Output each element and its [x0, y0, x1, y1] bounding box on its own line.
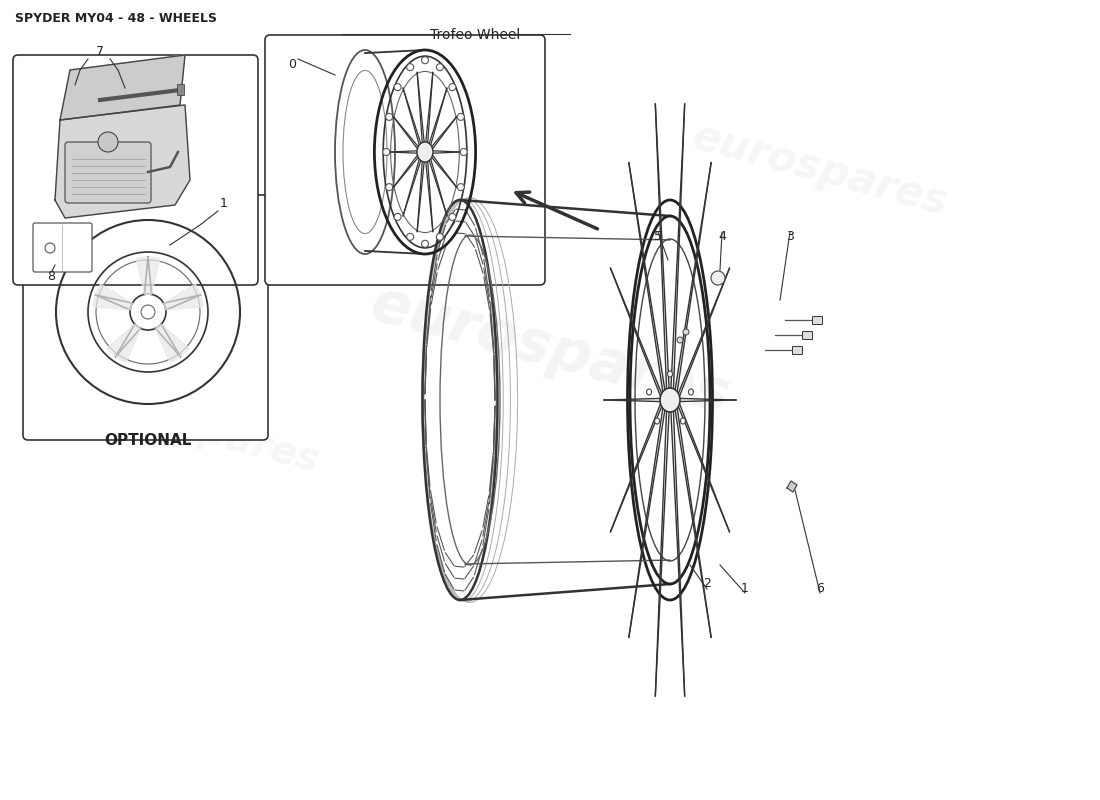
Circle shape: [383, 149, 389, 155]
Circle shape: [407, 234, 414, 240]
Polygon shape: [136, 257, 160, 294]
Circle shape: [407, 64, 414, 70]
Ellipse shape: [681, 418, 685, 424]
FancyBboxPatch shape: [803, 331, 813, 339]
Polygon shape: [155, 324, 189, 362]
FancyBboxPatch shape: [13, 55, 258, 285]
Circle shape: [449, 83, 455, 90]
Text: 8: 8: [47, 270, 55, 283]
Circle shape: [421, 240, 429, 247]
Ellipse shape: [689, 389, 693, 395]
Text: 2: 2: [703, 577, 711, 590]
Polygon shape: [164, 284, 202, 310]
Polygon shape: [55, 105, 190, 218]
Polygon shape: [107, 324, 141, 362]
Polygon shape: [60, 55, 185, 120]
Text: 6: 6: [816, 582, 824, 595]
Text: SPYDER MY04 - 48 - WHEELS: SPYDER MY04 - 48 - WHEELS: [15, 12, 217, 25]
Circle shape: [683, 329, 689, 335]
Circle shape: [460, 149, 467, 155]
Text: eurospares: eurospares: [364, 274, 736, 426]
FancyBboxPatch shape: [813, 317, 823, 325]
Circle shape: [394, 83, 402, 90]
Ellipse shape: [660, 388, 680, 412]
Text: 4: 4: [718, 230, 726, 243]
Ellipse shape: [647, 389, 651, 395]
Polygon shape: [94, 284, 132, 310]
Circle shape: [386, 114, 393, 120]
Circle shape: [437, 234, 443, 240]
Circle shape: [458, 114, 464, 120]
Circle shape: [711, 271, 725, 285]
Circle shape: [394, 214, 402, 221]
Circle shape: [98, 132, 118, 152]
Text: 1: 1: [741, 582, 749, 595]
FancyBboxPatch shape: [177, 85, 185, 95]
Circle shape: [458, 184, 464, 190]
FancyBboxPatch shape: [265, 35, 544, 285]
Text: 5: 5: [654, 230, 662, 243]
Text: 3: 3: [786, 230, 794, 243]
Polygon shape: [786, 481, 798, 492]
Circle shape: [421, 57, 429, 64]
Ellipse shape: [668, 371, 672, 377]
FancyBboxPatch shape: [33, 223, 92, 272]
Circle shape: [386, 184, 393, 190]
Circle shape: [676, 337, 683, 343]
Ellipse shape: [654, 418, 660, 424]
FancyBboxPatch shape: [65, 142, 151, 203]
Text: 7: 7: [96, 45, 104, 58]
Text: 0: 0: [288, 58, 296, 71]
Text: 1: 1: [220, 197, 228, 210]
Circle shape: [449, 214, 455, 221]
Text: OPTIONAL: OPTIONAL: [104, 433, 191, 448]
Ellipse shape: [417, 142, 433, 162]
FancyBboxPatch shape: [23, 195, 268, 440]
Text: eurospares: eurospares: [76, 380, 323, 480]
Text: Trofeo Wheel: Trofeo Wheel: [430, 28, 520, 42]
Text: eurospares: eurospares: [688, 116, 953, 224]
FancyBboxPatch shape: [792, 346, 803, 354]
Circle shape: [437, 64, 443, 70]
